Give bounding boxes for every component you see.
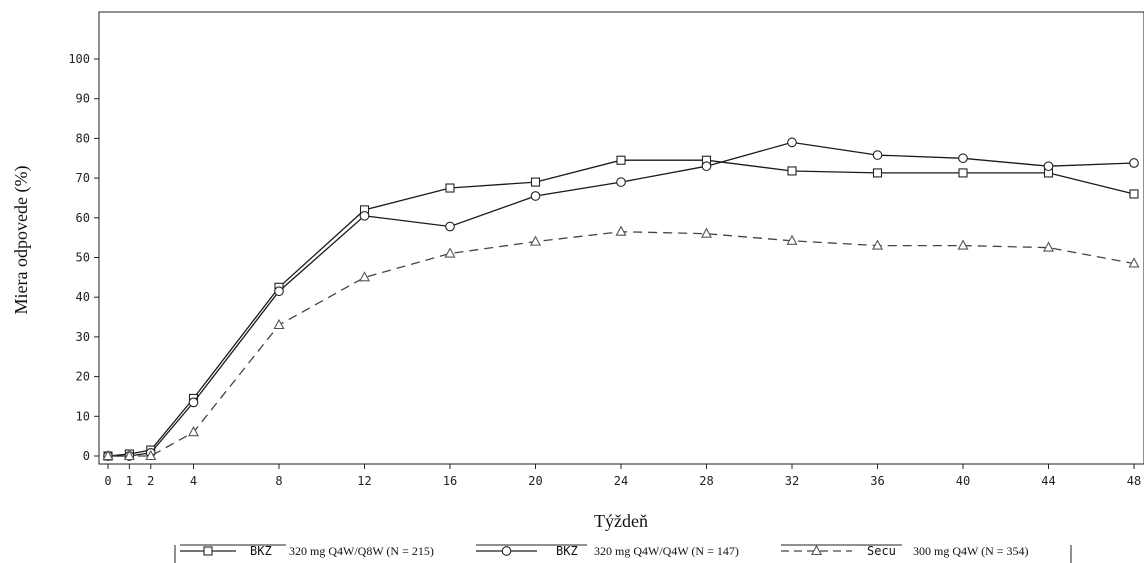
data-point-triangle <box>123 449 135 461</box>
legend-swatch-triangle <box>810 544 823 556</box>
y-tick-label: 20 <box>76 370 90 384</box>
data-point-circle <box>530 191 541 201</box>
x-tick-label: 8 <box>275 474 282 488</box>
x-tick-label: 28 <box>699 474 713 488</box>
y-axis-label-group: Miera odpovede (%) <box>11 166 32 315</box>
data-point-triangle <box>273 318 285 330</box>
y-tick-label: 0 <box>83 449 90 463</box>
legend-entry: BKZ 320 mg Q4W/Q4W (N = 147) <box>476 544 739 558</box>
data-point-triangle <box>871 239 884 250</box>
x-tick-label: 0 <box>104 474 111 488</box>
y-tick-label: 100 <box>68 52 90 66</box>
data-point-square <box>1129 189 1139 199</box>
data-point-circle <box>359 210 370 221</box>
data-point-triangle <box>1042 241 1055 252</box>
y-tick-label: 70 <box>76 171 90 185</box>
x-tick-label: 1 <box>126 474 133 488</box>
legend: BKZ 320 mg Q4W/Q8W (N = 215) BKZ 320 mg Q4W… <box>174 544 1072 563</box>
x-tick-label: 4 <box>190 474 197 488</box>
data-point-circle <box>445 221 455 232</box>
data-point-circle <box>188 397 199 408</box>
legend-label: 320 mg Q4W/Q8W (N = 215) <box>289 544 434 558</box>
y-tick-label: 80 <box>76 131 90 145</box>
data-point-triangle <box>700 227 713 238</box>
plot-area-frame <box>98 11 1144 465</box>
data-point-triangle <box>615 225 627 236</box>
x-tick-label: 48 <box>1127 474 1141 488</box>
data-point-triangle <box>145 449 157 461</box>
data-point-circle <box>274 286 284 297</box>
data-point-triangle <box>1128 257 1140 268</box>
data-point-triangle <box>102 449 114 461</box>
x-tick-label: 44 <box>1041 474 1055 488</box>
data-point-circle <box>787 137 797 148</box>
x-tick-label: 24 <box>614 474 628 488</box>
legend-swatch-circle <box>501 546 512 556</box>
x-tick-label: 2 <box>147 474 154 488</box>
data-point-square <box>787 166 797 176</box>
y-tick-label: 90 <box>76 92 90 106</box>
series-layer <box>102 137 1140 461</box>
series-line <box>107 159 1135 457</box>
data-point-circle <box>701 161 712 172</box>
x-tick-label: 16 <box>443 474 457 488</box>
data-point-square <box>616 155 626 165</box>
legend-label: 320 mg Q4W/Q4W (N = 147) <box>594 544 739 558</box>
x-axis-title: Týždeň <box>594 511 648 531</box>
data-point-triangle <box>358 271 371 282</box>
data-point-square <box>530 177 541 187</box>
data-point-circle <box>958 153 968 164</box>
data-point-square <box>958 168 968 178</box>
series-square <box>103 155 1139 461</box>
y-tick-label: 60 <box>76 211 90 225</box>
x-tick-label: 12 <box>357 474 371 488</box>
legend-code: BKZ <box>556 544 578 558</box>
y-tick-label: 40 <box>76 290 90 304</box>
data-point-triangle <box>187 426 200 437</box>
data-point-circle <box>1043 161 1054 172</box>
x-tick-label: 36 <box>870 474 884 488</box>
legend-entry: BKZ 320 mg Q4W/Q8W (N = 215) <box>180 544 434 558</box>
series-line <box>108 231 1135 457</box>
series-triangle <box>102 225 1140 461</box>
data-point-circle <box>1129 158 1139 168</box>
series-line <box>108 141 1135 457</box>
data-point-circle <box>872 150 883 160</box>
legend-label: 300 mg Q4W (N = 354) <box>913 544 1029 558</box>
x-tick-label: 40 <box>956 474 970 488</box>
y-axis-title: Miera odpovede (%) <box>11 166 32 315</box>
data-point-triangle <box>444 247 456 258</box>
x-tick-label: 20 <box>528 474 542 488</box>
y-tick-label: 10 <box>76 409 90 423</box>
legend-code: Secu <box>867 544 896 558</box>
data-point-square <box>872 168 883 178</box>
data-point-circle <box>616 177 626 187</box>
data-point-square <box>445 183 455 193</box>
data-point-triangle <box>529 235 542 246</box>
data-point-triangle <box>957 239 969 250</box>
y-tick-label: 30 <box>76 330 90 344</box>
series-circle <box>103 137 1139 461</box>
legend-entry: Secu 300 mg Q4W (N = 354) <box>781 544 1029 558</box>
legend-code: BKZ <box>250 544 272 558</box>
x-tick-label: 32 <box>785 474 799 488</box>
data-point-triangle <box>786 234 798 245</box>
y-tick-label: 50 <box>76 251 90 265</box>
legend-swatch-square <box>203 546 213 556</box>
